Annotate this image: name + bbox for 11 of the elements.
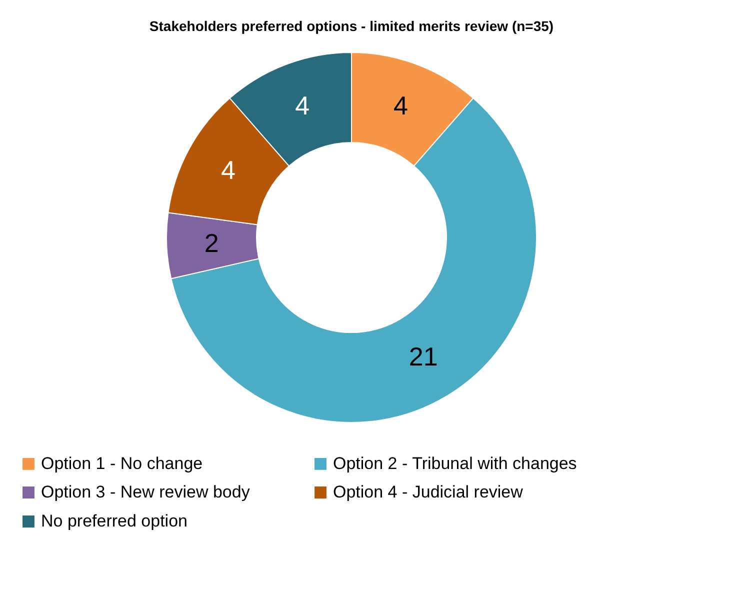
legend-label: Option 1 - No change — [41, 454, 203, 473]
legend-label: Option 2 - Tribunal with changes — [333, 454, 577, 473]
data-label: 4 — [393, 90, 408, 120]
legend-label: No preferred option — [41, 512, 188, 530]
legend-label: Option 4 - Judicial review — [333, 482, 524, 502]
chart-title: Stakeholders preferred options - limited merits review (n=35) — [149, 18, 554, 34]
data-label: 4 — [295, 90, 310, 120]
data-label: 21 — [408, 342, 438, 372]
legend-label: Option 3 - New review body — [41, 482, 250, 502]
data-label: 4 — [220, 155, 236, 186]
data-label: 2 — [204, 228, 219, 258]
